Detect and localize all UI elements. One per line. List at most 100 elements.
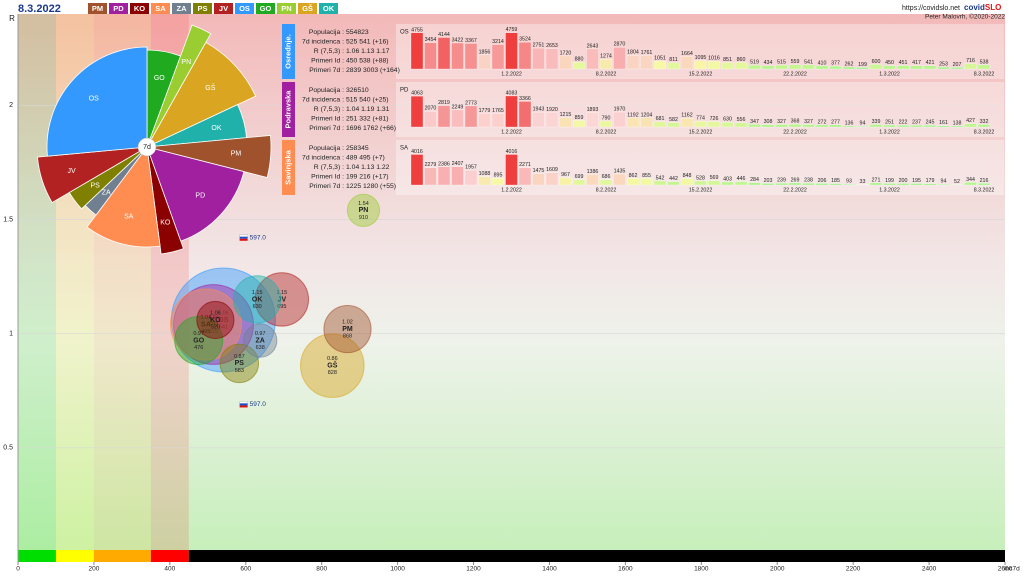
- bar-value-label: 3366: [519, 96, 531, 102]
- panel-bar: [586, 48, 599, 70]
- bubble-r: 0.86: [327, 356, 338, 362]
- bar-value-label: 417: [912, 60, 921, 66]
- flag-red: [239, 238, 248, 241]
- panel-bar: [505, 95, 518, 128]
- bar-value-label: 434: [764, 60, 773, 66]
- bar-date-label: 15.2.2022: [689, 187, 713, 193]
- bar-value-label: 1435: [614, 169, 626, 175]
- panel-bar: [572, 62, 586, 70]
- bubble-inc: 520: [211, 324, 220, 330]
- bar-value-label: 253: [939, 61, 948, 67]
- legend-swatch: [298, 3, 317, 14]
- bar-value-label: 855: [642, 173, 651, 179]
- bar-date-label: 22.2.2022: [783, 187, 807, 193]
- zone-strip: [150, 550, 189, 562]
- bar-value-label: 1095: [695, 55, 707, 61]
- bar-value-label: 451: [899, 60, 908, 66]
- panel-bar: [896, 125, 910, 128]
- bar-value-label: 1856: [479, 49, 491, 55]
- x-tick-label: 1800: [694, 566, 709, 573]
- bar-value-label: 967: [561, 172, 570, 178]
- x-tick-label: 1200: [466, 566, 481, 573]
- panel-bar: [640, 55, 653, 70]
- bar-value-label: 207: [953, 62, 962, 68]
- x-tick-label: 2400: [922, 566, 937, 573]
- zone-tint: [18, 14, 56, 550]
- stat-value: 1225 1280 (+55): [346, 183, 396, 190]
- bar-value-label: 2249: [452, 104, 464, 110]
- legend-swatch: [109, 3, 128, 14]
- legend-swatch: [235, 3, 254, 14]
- flag-white: [239, 401, 248, 404]
- panel-bar: [451, 166, 464, 186]
- brand-a: covid: [964, 3, 985, 12]
- bar-value-label: 195: [912, 178, 921, 184]
- bar-value-label: 515: [777, 59, 786, 65]
- bubble-inc: 868: [343, 334, 352, 340]
- bar-date-label: 1.2.2022: [501, 71, 522, 77]
- stat-value: 489 495 (+7): [346, 154, 385, 161]
- panel-bar: [964, 63, 977, 70]
- panel-bar: [545, 112, 559, 128]
- bar-value-label: 1664: [681, 51, 693, 57]
- bubble: [173, 284, 254, 365]
- brand: covidSLO: [964, 3, 1001, 12]
- bar-value-label: 410: [818, 60, 827, 66]
- bar-value-label: 136: [845, 120, 854, 126]
- panel-bar: [437, 105, 451, 128]
- stat-label: Primeri 7d :: [309, 125, 344, 132]
- bar-value-label: 1804: [627, 50, 639, 56]
- bar-value-label: 1016: [708, 56, 720, 62]
- panel-bar: [572, 179, 586, 186]
- bar-value-label: 1761: [641, 50, 653, 56]
- flag-blue: [239, 403, 248, 406]
- stat-label: Primeri 7d :: [309, 67, 344, 74]
- polar-wedge: [146, 24, 212, 148]
- bar-value-label: 4083: [506, 90, 518, 96]
- bar-value-label: 851: [723, 57, 732, 63]
- bar-value-label: 1920: [546, 107, 558, 113]
- bar-value-label: 4144: [438, 32, 450, 38]
- bubble-r: 1.04: [208, 315, 219, 321]
- bar-value-label: 327: [777, 119, 786, 125]
- polar-label: PD: [195, 192, 205, 199]
- stat-value: 326510: [346, 87, 369, 94]
- y-tick-label: 1.5: [3, 216, 13, 223]
- bubble: [196, 300, 235, 340]
- panel-bar: [896, 65, 910, 70]
- panel-bar: [532, 112, 545, 128]
- bar-value-label: 2070: [425, 106, 437, 112]
- bar-value-label: 272: [818, 119, 827, 125]
- bubble-inc: 638: [256, 345, 265, 351]
- x-axis-label: inc7d: [1004, 566, 1020, 573]
- bar-value-label: 681: [656, 116, 665, 122]
- panel-bar: [842, 125, 856, 128]
- bar-value-label: 332: [980, 119, 989, 125]
- panel-bar: [964, 182, 977, 186]
- panel-bar: [694, 180, 707, 186]
- panel-bar: [829, 124, 842, 128]
- panel-bar: [802, 183, 815, 186]
- panel-bar: [815, 65, 829, 70]
- bubble-inc: 583: [235, 368, 244, 374]
- panel-bar: [640, 178, 653, 186]
- bar-value-label: 251: [885, 119, 894, 125]
- panel-bar: [964, 123, 977, 128]
- bubble-r: 1.06: [210, 310, 221, 316]
- bar-value-label: 699: [575, 174, 584, 180]
- stat-value: 450 538 (+88): [346, 57, 389, 64]
- panel-bar: [775, 64, 788, 70]
- x-tick-label: 800: [316, 566, 327, 573]
- bar-value-label: 3367: [465, 38, 477, 44]
- bubble: [169, 288, 242, 361]
- bar-value-label: 138: [953, 120, 962, 126]
- stat-value: 199 216 (+17): [346, 173, 389, 180]
- polar-label: OS: [89, 95, 99, 102]
- bar-value-label: 1215: [560, 112, 572, 118]
- bar-value-label: 206: [818, 178, 827, 184]
- bar-value-label: 4755: [411, 27, 423, 33]
- bar-value-label: 4759: [506, 27, 518, 33]
- panel-bg: [396, 82, 1004, 137]
- bar-value-label: 442: [669, 176, 678, 182]
